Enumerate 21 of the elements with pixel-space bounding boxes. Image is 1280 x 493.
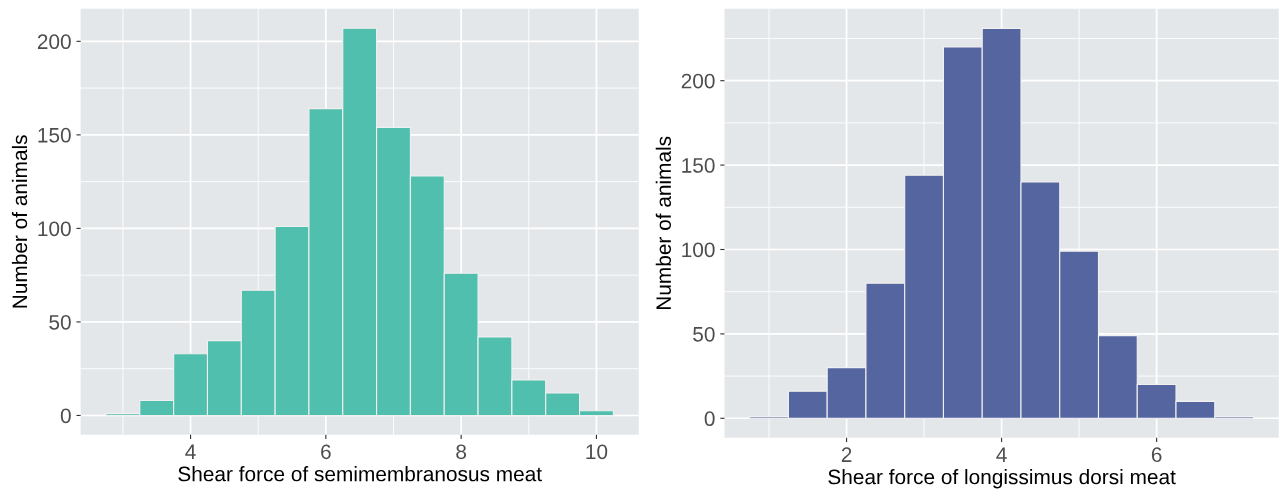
y-tick-label: 50	[693, 326, 715, 342]
x-axis-title: Shear force of semimembranosus meat	[178, 466, 542, 482]
x-tick-label: 6	[1151, 447, 1162, 463]
y-axis-title: Number of animals	[11, 135, 28, 308]
y-axis-title: Number of animals	[655, 136, 672, 310]
x-tick-label: 2	[841, 447, 852, 462]
y-tick-label: 200	[37, 34, 71, 50]
y-tick-label: 150	[682, 158, 715, 173]
y-tick-label: 150	[38, 127, 71, 143]
x-tick-label: 10	[586, 444, 608, 460]
x-tick-label: 4	[185, 444, 196, 459]
y-tick-label: 0	[60, 408, 71, 424]
y-tick-label: 0	[704, 411, 715, 427]
x-axis-title: Shear force of longissimus dorsi meat	[828, 469, 1176, 489]
x-tick-label: 8	[456, 444, 467, 460]
y-tick-label: 100	[682, 242, 715, 258]
x-tick-label: 6	[321, 444, 331, 460]
y-tick-label: 50	[49, 314, 71, 330]
x-tick-label: 4	[996, 447, 1007, 462]
y-tick-label: 200	[681, 73, 715, 89]
y-tick-label: 100	[38, 221, 71, 237]
